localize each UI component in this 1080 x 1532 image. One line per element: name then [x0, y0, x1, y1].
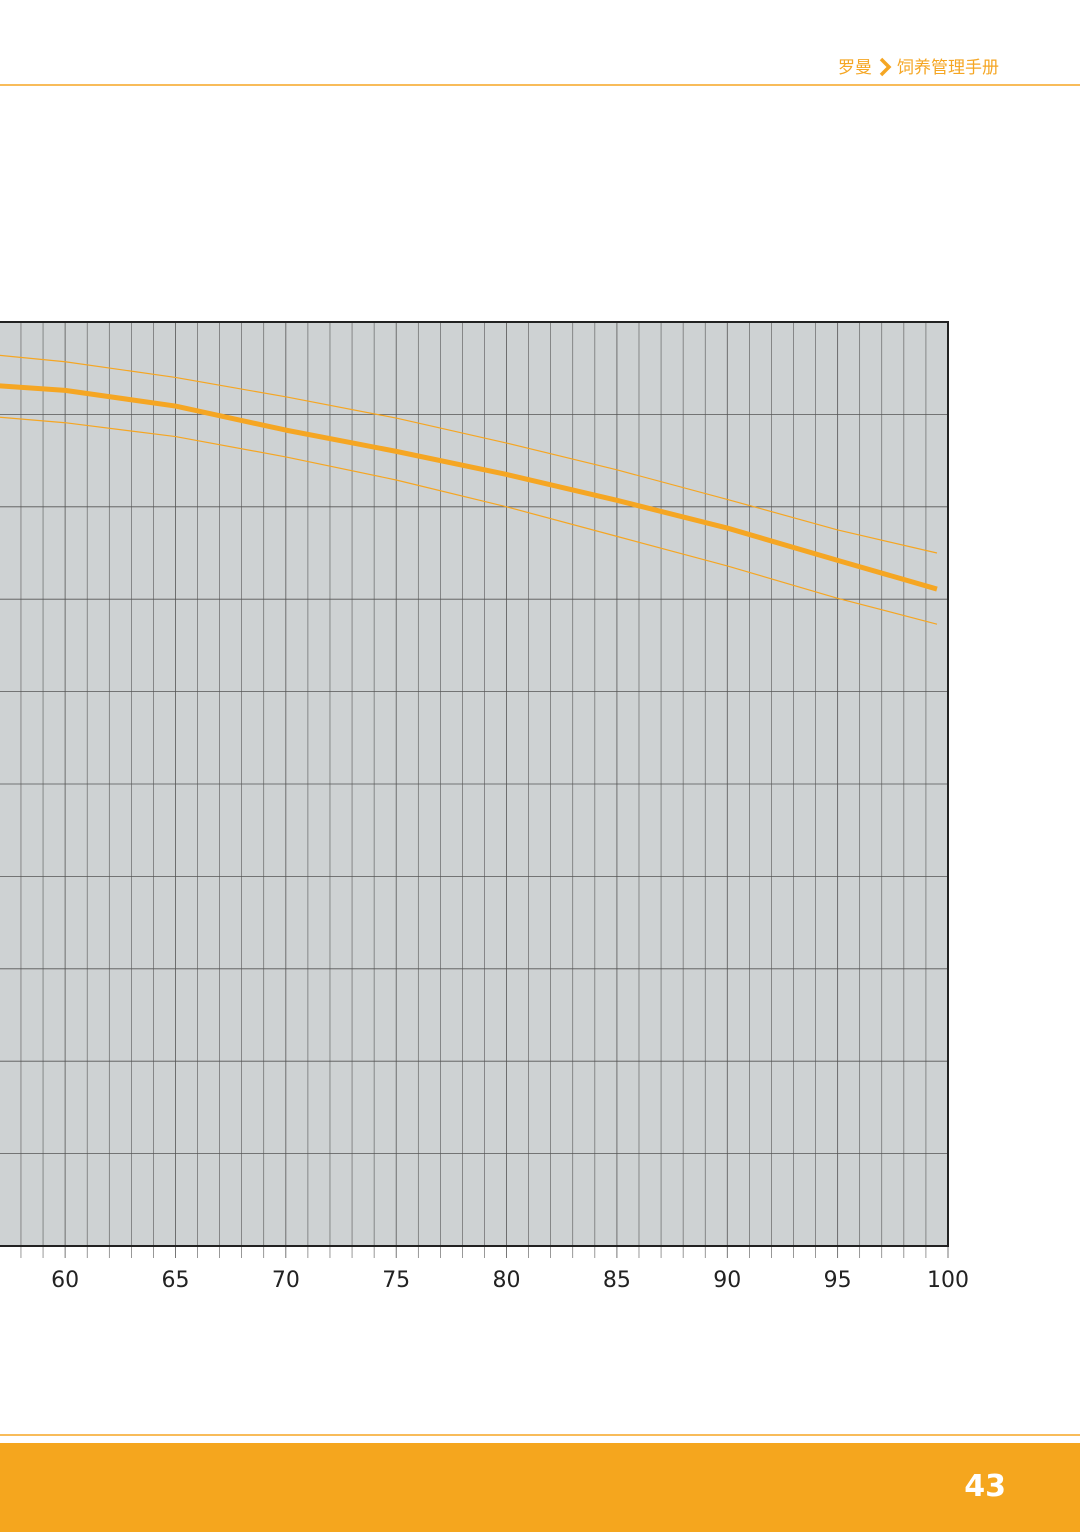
- footer-bar: [0, 1443, 1080, 1532]
- x-tick-label: 60: [51, 1268, 79, 1293]
- data-line: [0, 354, 938, 554]
- x-tick-label: 85: [603, 1268, 631, 1293]
- header-subtitle: 饲养管理手册: [897, 58, 999, 78]
- x-tick-label: 95: [824, 1268, 852, 1293]
- x-tick-label: 65: [161, 1268, 189, 1293]
- page-number: 43: [964, 1469, 1006, 1504]
- plot-frame: [0, 321, 949, 1247]
- data-line: [0, 383, 938, 592]
- x-tick-label: 100: [927, 1268, 969, 1293]
- x-tick-label: 80: [493, 1268, 521, 1293]
- header-title: 罗曼: [838, 58, 872, 78]
- separator-icon: [879, 57, 892, 77]
- data-line: [0, 416, 938, 625]
- x-tick-label: 75: [382, 1268, 410, 1293]
- x-tick-label: 70: [272, 1268, 300, 1293]
- chart: 60 65 70 75 80 85 90 95 100: [0, 321, 969, 1293]
- x-tick-label: 90: [713, 1268, 741, 1293]
